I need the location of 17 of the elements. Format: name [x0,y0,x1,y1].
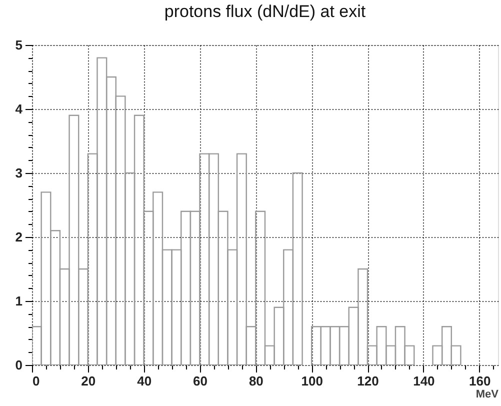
y-tick-label: 1 [15,294,22,308]
chart-title: protons flux (dN/dE) at exit [164,2,366,21]
x-tick-label: 0 [32,374,40,388]
y-tick-label: 2 [15,230,22,244]
x-tick-label: 100 [301,374,323,388]
x-tick-label: 40 [137,374,152,388]
y-tick-label: 4 [15,102,24,116]
x-tick-label: 80 [248,374,264,388]
y-tick-label: 5 [15,38,22,52]
y-tick-label: 0 [15,358,22,372]
x-axis-title: MeV [476,388,500,400]
x-tick-label: 60 [193,374,208,388]
x-tick-label: 160 [469,374,491,388]
y-tick-label: 3 [15,166,22,180]
x-tick-label: 120 [357,374,379,388]
x-tick-label: 140 [413,374,435,388]
x-tick-label: 20 [81,374,96,388]
